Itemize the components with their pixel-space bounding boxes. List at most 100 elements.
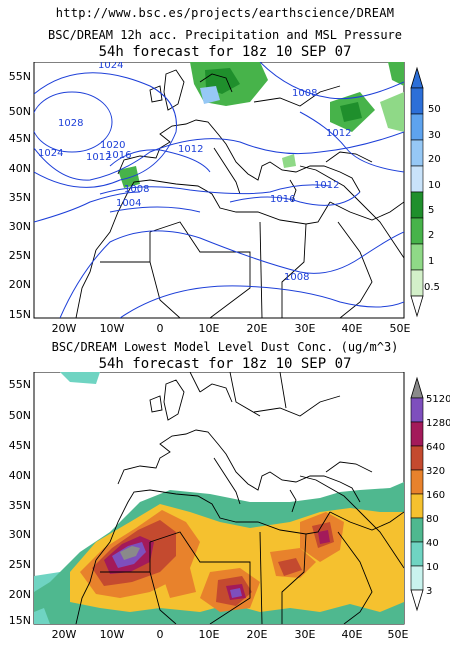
isobar-label: 1024	[98, 62, 123, 71]
lat-label: 35N	[9, 499, 31, 512]
lon-label: 50E	[390, 322, 411, 335]
isobar-label: 1028	[58, 118, 83, 129]
colorbar-swatch	[410, 517, 424, 543]
latitude-labels: 55N 50N 45N 40N 35N 30N 25N 20N 15N	[9, 378, 31, 627]
lat-label: 20N	[9, 278, 31, 291]
isobar-label: 1012	[326, 128, 351, 139]
colorbar-swatch	[410, 445, 424, 471]
colorbar-label: 10	[426, 562, 439, 573]
isobar-lines	[34, 62, 404, 318]
colorbar-bottom-arrow	[410, 589, 424, 612]
colorbar-swatch	[410, 493, 424, 519]
lon-label: 10E	[199, 322, 220, 335]
isobar-label: 1024	[38, 148, 63, 159]
colorbar-label: 50	[428, 104, 441, 115]
coastlines	[75, 372, 404, 624]
dust-colorbar: 5120 1280 640 320 160 80 40 10 3	[410, 376, 450, 612]
lat-label: 30N	[9, 220, 31, 233]
isobar-label: 1016	[106, 150, 131, 161]
lat-label: 55N	[9, 378, 31, 391]
dust-concentration-map-panel: 55N 50N 45N 40N 35N 30N 25N 20N 15N 20W …	[9, 372, 450, 641]
lon-label: 10W	[100, 322, 125, 335]
lon-label: 30E	[295, 628, 316, 641]
colorbar-label: 3	[426, 586, 432, 597]
colorbar-swatch	[410, 243, 424, 271]
colorbar-swatch	[410, 565, 424, 591]
longitude-labels: 20W 10W 0 10E 20E 30E 40E 50E	[52, 322, 411, 335]
lat-label: 45N	[9, 132, 31, 145]
colorbar-label: 1280	[426, 418, 450, 429]
lat-label: 30N	[9, 528, 31, 541]
dust-map-subtitle: 54h forecast for 18z 10 SEP 07	[98, 356, 352, 372]
dust-map-title: BSC/DREAM Lowest Model Level Dust Conc. …	[51, 340, 399, 354]
isobar-label: 1008	[124, 184, 149, 195]
colorbar-swatch	[410, 113, 424, 141]
lat-label: 25N	[9, 558, 31, 571]
colorbar-label: 40	[426, 538, 439, 549]
colorbar-swatch	[410, 421, 424, 447]
lat-label: 20N	[9, 588, 31, 601]
lon-label: 40E	[342, 322, 363, 335]
lon-label: 10W	[100, 628, 125, 641]
lon-label: 20W	[52, 628, 77, 641]
lat-label: 15N	[9, 614, 31, 627]
colorbar-swatch	[410, 217, 424, 245]
isobar-label: 1012	[314, 180, 339, 191]
colorbar-swatch	[410, 269, 424, 297]
lon-label: 50E	[388, 628, 409, 641]
isobar-label: 1004	[116, 198, 141, 209]
lon-label: 0	[157, 628, 164, 641]
colorbar-label: 640	[426, 442, 445, 453]
lon-label: 0	[157, 322, 164, 335]
colorbar-label: 30	[428, 130, 441, 141]
lon-label: 40E	[342, 628, 363, 641]
longitude-labels: 20W 10W 0 10E 20E 30E 40E 50E	[52, 628, 409, 641]
lat-label: 35N	[9, 191, 31, 204]
colorbar-swatch	[410, 87, 424, 115]
colorbar-label: 80	[426, 514, 439, 525]
colorbar-label: 160	[426, 490, 445, 501]
colorbar-label: 320	[426, 466, 445, 477]
colorbar-swatch	[410, 139, 424, 167]
colorbar-swatch	[410, 469, 424, 495]
colorbar-swatch	[410, 397, 424, 423]
precip-map-subtitle: 54h forecast for 18z 10 SEP 07	[98, 44, 352, 60]
latitude-labels: 55N 50N 45N 40N 35N 30N 25N 20N 15N	[9, 70, 31, 321]
colorbar-label: 2	[428, 230, 434, 241]
lon-label: 20W	[52, 322, 77, 335]
lon-label: 10E	[199, 628, 220, 641]
lat-label: 50N	[9, 409, 31, 422]
lat-label: 40N	[9, 162, 31, 175]
lat-label: 15N	[9, 308, 31, 321]
isobar-label: 1012	[178, 144, 203, 155]
isobar-label: 1008	[292, 88, 317, 99]
lon-label: 30E	[295, 322, 316, 335]
colorbar-swatch	[410, 165, 424, 193]
colorbar-top-arrow	[410, 376, 424, 399]
precip-colorbar: 50 30 20 10 5 2 1 0.5	[410, 66, 441, 318]
dust-concentration-areas	[34, 372, 404, 624]
lat-label: 45N	[9, 439, 31, 452]
colorbar-bottom-arrow	[410, 295, 424, 318]
colorbar-label: 0.5	[424, 282, 440, 293]
colorbar-label: 5	[428, 205, 434, 216]
isobar-label: 1020	[100, 140, 125, 151]
colorbar-swatch	[410, 191, 424, 219]
lon-label: 20E	[247, 322, 268, 335]
isobar-label: 1008	[284, 272, 309, 283]
colorbar-label: 1	[428, 256, 434, 267]
colorbar-swatch	[410, 541, 424, 567]
source-url: http://www.bsc.es/projects/earthscience/…	[55, 6, 395, 20]
isobar-labels: 1024 1028 1024 1008 1012 1020 1016 1012 …	[38, 62, 351, 283]
precipitation-map-panel: 1024 1028 1024 1008 1012 1020 1016 1012 …	[9, 62, 441, 335]
lat-label: 25N	[9, 249, 31, 262]
precipitation-areas	[118, 62, 404, 188]
isobar-label: 1016	[270, 194, 295, 205]
isobar-label: 1012	[86, 152, 111, 163]
precip-map-title: BSC/DREAM 12h acc. Precipitation and MSL…	[47, 28, 402, 42]
colorbar-label: 10	[428, 180, 441, 191]
lon-label: 20E	[247, 628, 268, 641]
colorbar-label: 5120	[426, 394, 450, 405]
colorbar-label: 20	[428, 154, 441, 165]
lat-label: 50N	[9, 105, 31, 118]
